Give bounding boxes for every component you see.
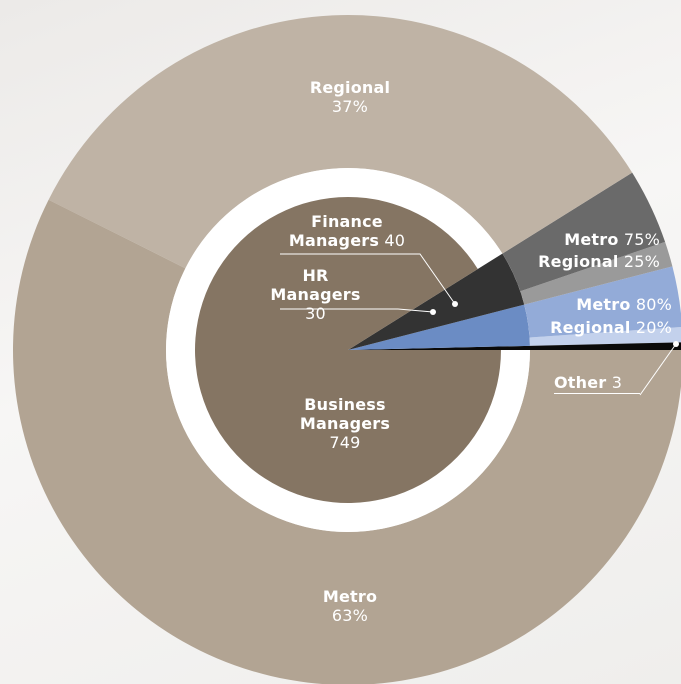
leader-dot [673,341,679,347]
label-value: 20% [636,318,672,337]
label-name: HR Managers [270,266,360,304]
label-name: Metro [576,295,630,314]
slice-label: Regional 25% [538,252,660,271]
label-value: 37% [332,97,368,116]
label-name: Regional [550,318,630,337]
leader-dot [430,309,436,315]
label-value: 25% [624,252,660,271]
slice-label: Other 3 [554,373,640,394]
label-name: Metro [323,587,377,606]
label-value: 80% [636,295,672,314]
label-name: Regional [310,78,390,97]
slice-label: Metro 75% [564,230,660,249]
label-value: 3 [612,373,622,392]
label-name: Other [554,373,606,392]
label-name: Regional [538,252,618,271]
page: {"chart_data": {"type": "pie", "series":… [0,0,681,684]
label-value: 63% [332,606,368,625]
label-name: Finance Managers [289,212,383,250]
label-value: 75% [624,230,660,249]
label-value: 40 [384,231,405,250]
slice-label: HR Managers 30 [268,266,363,323]
slice-label: Regional 20% [550,318,672,337]
label-name: Metro [564,230,618,249]
leader-dot [452,301,458,307]
slice-label: Finance Managers 40 [272,212,422,250]
slice-label: Metro 80% [576,295,672,314]
label-value: 30 [305,304,326,323]
label-value: 749 [329,433,360,452]
label-name: Business Managers [300,395,390,433]
